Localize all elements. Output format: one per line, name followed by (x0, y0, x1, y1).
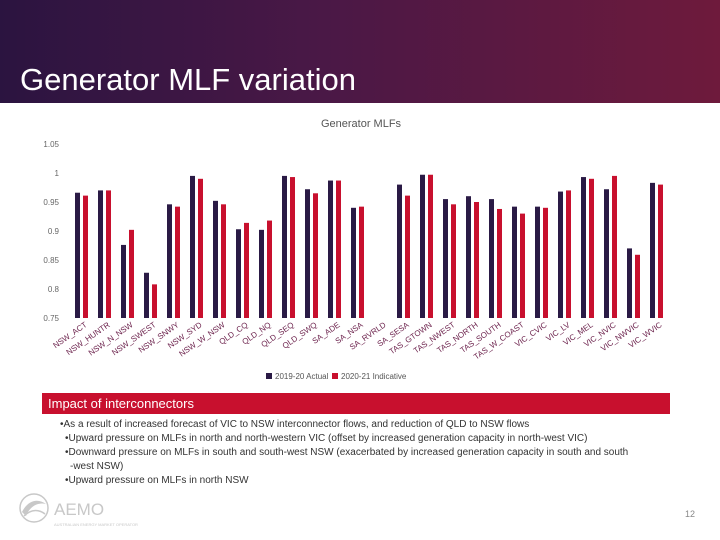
bar-actual (558, 191, 563, 318)
bar-indicative (428, 174, 433, 318)
bar-actual (512, 206, 517, 318)
x-axis-labels: NSW_ACTNSW_HUNTRNSW_N_NSWNSW_SWESTNSW_SN… (51, 320, 663, 362)
bar-indicative (336, 180, 341, 318)
bar-actual (650, 182, 655, 318)
bar-indicative (520, 213, 525, 318)
bar-indicative (198, 178, 203, 318)
bar-indicative (589, 178, 594, 318)
bar-actual (167, 204, 172, 318)
bar-indicative (152, 284, 157, 318)
chart-title: Generator MLFs (321, 118, 402, 130)
bar-indicative (635, 254, 640, 318)
bar-actual (489, 199, 494, 318)
bar-actual (305, 189, 310, 318)
bar-actual (466, 196, 471, 318)
bar-indicative (497, 208, 502, 318)
bar-indicative (129, 229, 134, 318)
bar-actual (282, 175, 287, 318)
bar-actual (236, 229, 241, 318)
bar-actual (121, 244, 126, 318)
bullet-item: •As a result of increased forecast of VI… (60, 419, 530, 430)
title-banner (0, 0, 720, 103)
y-axis: 1.05 1 0.95 0.9 0.85 0.8 0.75 (43, 140, 59, 323)
bullet-item: •Upward pressure on MLFs in north and no… (65, 433, 588, 444)
aemo-logo: AEMO AUSTRALIAN ENERGY MARKET OPERATOR (19, 493, 138, 527)
bar-actual (328, 180, 333, 318)
bar-actual (144, 272, 149, 318)
bar-actual (190, 175, 195, 318)
aemo-emblem-icon (19, 493, 49, 523)
bar-indicative (451, 204, 456, 318)
bar-indicative (175, 206, 180, 318)
bar-indicative (267, 220, 272, 318)
callout-banner: Impact of interconnectors (42, 393, 670, 414)
bar-indicative (290, 177, 295, 318)
bar-actual (535, 206, 540, 318)
bullet-item: •Upward pressure on MLFs in north NSW (65, 475, 249, 486)
bar-indicative (566, 190, 571, 318)
bar-indicative (658, 184, 663, 318)
bar-indicative (244, 222, 249, 318)
bar-indicative (106, 190, 111, 318)
bar-actual (443, 199, 448, 318)
bar-actual (351, 207, 356, 318)
logo-tagline: AUSTRALIAN ENERGY MARKET OPERATOR (54, 522, 138, 527)
legend-label: 2020-21 Indicative (341, 372, 407, 381)
y-tick-label: 0.95 (43, 198, 59, 207)
legend-swatch (332, 373, 338, 379)
legend: 2019-20 Actual 2020-21 Indicative (266, 372, 407, 381)
bar-indicative (543, 207, 548, 318)
bar-indicative (221, 204, 226, 318)
bar-actual (213, 200, 218, 318)
legend-label: 2019-20 Actual (275, 372, 329, 381)
bar-indicative (612, 175, 617, 318)
bar-indicative (474, 202, 479, 318)
bar-actual (98, 190, 103, 318)
bar-actual (604, 189, 609, 318)
bar-area (75, 174, 663, 318)
logo-text: AEMO (54, 500, 104, 519)
y-tick-label: 0.75 (43, 314, 59, 323)
bullet-list: •As a result of increased forecast of VI… (60, 418, 680, 488)
bar-indicative (83, 195, 88, 318)
y-tick-label: 0.9 (48, 227, 60, 236)
bullet-item: -west NSW) (70, 461, 124, 472)
legend-swatch (266, 373, 272, 379)
y-tick-label: 1 (55, 169, 60, 178)
bar-indicative (313, 193, 318, 318)
bar-indicative (359, 206, 364, 318)
bar-actual (627, 248, 632, 318)
bar-actual (420, 174, 425, 318)
y-tick-label: 1.05 (43, 140, 59, 149)
slide-title: Generator MLF variation (20, 62, 356, 97)
y-tick-label: 0.8 (48, 285, 60, 294)
mlf-chart: Generator MLFs 1.05 1 0.95 0.9 0.85 0.8 0.75 N… (43, 118, 663, 381)
bullet-item: •Downward pressure on MLFs in south and … (65, 447, 629, 458)
bar-actual (75, 192, 80, 318)
bar-actual (259, 229, 264, 318)
y-tick-label: 0.85 (43, 256, 59, 265)
bar-actual (581, 177, 586, 318)
page-number: 12 (684, 509, 695, 519)
bar-indicative (405, 195, 410, 318)
bar-actual (397, 184, 402, 318)
